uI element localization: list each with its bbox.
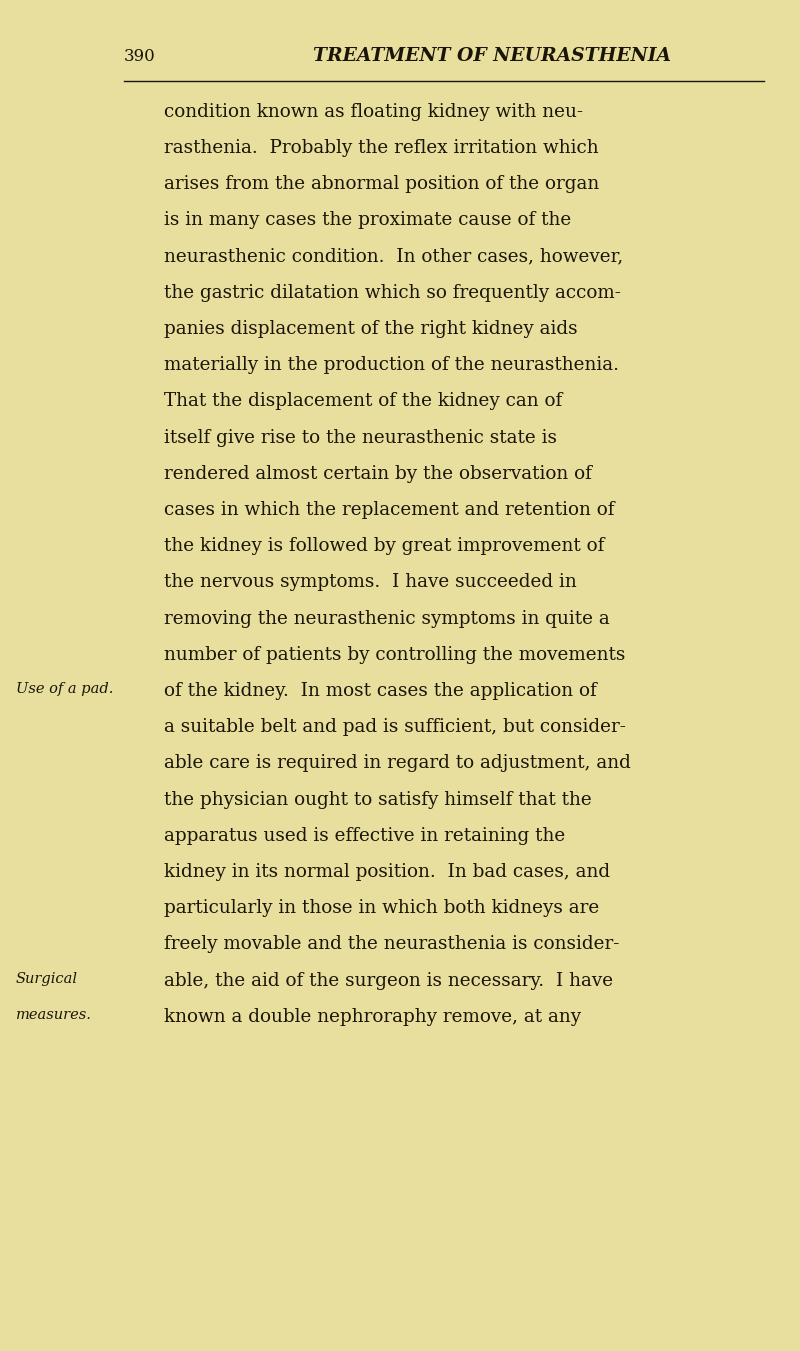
Text: removing the neurasthenic symptoms in quite a: removing the neurasthenic symptoms in qu… xyxy=(164,609,610,628)
Text: Use of a pad.: Use of a pad. xyxy=(16,682,114,696)
Text: the gastric dilatation which so frequently accom-: the gastric dilatation which so frequent… xyxy=(164,284,621,301)
Text: arises from the abnormal position of the organ: arises from the abnormal position of the… xyxy=(164,176,599,193)
Text: able care is required in regard to adjustment, and: able care is required in regard to adjus… xyxy=(164,754,631,773)
Text: TREATMENT OF NEURASTHENIA: TREATMENT OF NEURASTHENIA xyxy=(313,47,671,65)
Text: apparatus used is effective in retaining the: apparatus used is effective in retaining… xyxy=(164,827,566,844)
Text: known a double nephroraphy remove, at any: known a double nephroraphy remove, at an… xyxy=(164,1008,581,1025)
Text: itself give rise to the neurasthenic state is: itself give rise to the neurasthenic sta… xyxy=(164,428,557,447)
Text: cases in which the replacement and retention of: cases in which the replacement and reten… xyxy=(164,501,614,519)
Text: condition known as floating kidney with neu-: condition known as floating kidney with … xyxy=(164,103,583,120)
Text: materially in the production of the neurasthenia.: materially in the production of the neur… xyxy=(164,357,619,374)
Text: freely movable and the neurasthenia is consider-: freely movable and the neurasthenia is c… xyxy=(164,935,619,954)
Text: rendered almost certain by the observation of: rendered almost certain by the observati… xyxy=(164,465,592,482)
Text: number of patients by controlling the movements: number of patients by controlling the mo… xyxy=(164,646,626,663)
Text: of the kidney.  In most cases the application of: of the kidney. In most cases the applica… xyxy=(164,682,597,700)
Text: kidney in its normal position.  In bad cases, and: kidney in its normal position. In bad ca… xyxy=(164,863,610,881)
Text: That the displacement of the kidney can of: That the displacement of the kidney can … xyxy=(164,392,562,411)
Text: able, the aid of the surgeon is necessary.  I have: able, the aid of the surgeon is necessar… xyxy=(164,971,613,990)
Text: the physician ought to satisfy himself that the: the physician ought to satisfy himself t… xyxy=(164,790,592,809)
Text: neurasthenic condition.  In other cases, however,: neurasthenic condition. In other cases, … xyxy=(164,247,623,266)
Text: rasthenia.  Probably the reflex irritation which: rasthenia. Probably the reflex irritatio… xyxy=(164,139,598,157)
Text: 390: 390 xyxy=(124,47,156,65)
Text: panies displacement of the right kidney aids: panies displacement of the right kidney … xyxy=(164,320,578,338)
Text: particularly in those in which both kidneys are: particularly in those in which both kidn… xyxy=(164,900,599,917)
Text: the kidney is followed by great improvement of: the kidney is followed by great improvem… xyxy=(164,538,604,555)
Text: is in many cases the proximate cause of the: is in many cases the proximate cause of … xyxy=(164,211,571,230)
Text: a suitable belt and pad is sufficient, but consider-: a suitable belt and pad is sufficient, b… xyxy=(164,719,626,736)
Text: measures.: measures. xyxy=(16,1008,92,1021)
Text: Surgical: Surgical xyxy=(16,971,78,986)
Text: the nervous symptoms.  I have succeeded in: the nervous symptoms. I have succeeded i… xyxy=(164,573,577,592)
